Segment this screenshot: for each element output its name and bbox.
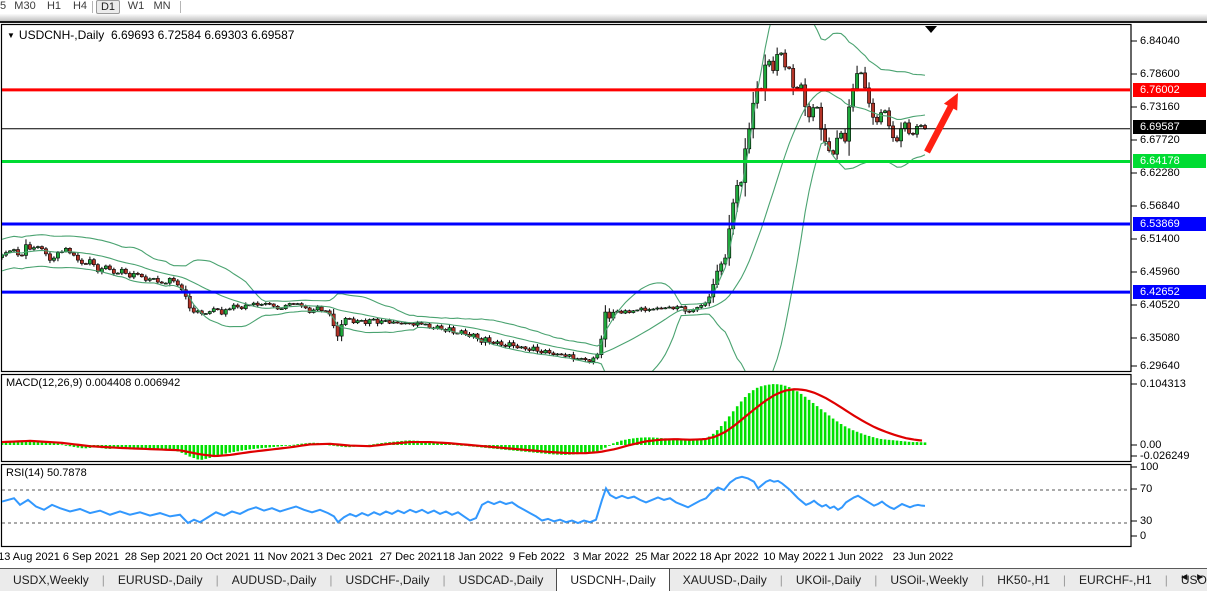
chart-tab-usoilh1[interactable]: USOil-,H1 bbox=[1180, 573, 1207, 587]
price-axis-tick: 6.29640 bbox=[1140, 360, 1180, 372]
chart-symbol-label: USDCNH-,Daily bbox=[18, 28, 105, 42]
date-axis-label: 18 Apr 2022 bbox=[699, 551, 759, 563]
price-axis-tick: 6.51400 bbox=[1140, 233, 1180, 245]
rsi-axis-tick: 100 bbox=[1140, 461, 1159, 473]
date-axis-label: 1 Jun 2022 bbox=[828, 551, 884, 563]
chart-tab-usdcnhdaily[interactable]: USDCNH-,Daily bbox=[556, 568, 670, 591]
chart-tab-usdchfdaily[interactable]: USDCHF-,Daily bbox=[345, 573, 430, 587]
tab-separator: | bbox=[1164, 573, 1168, 587]
rsi-indicator-label: RSI(14) 50.7878 bbox=[6, 467, 87, 479]
chart-tab-eurusddaily[interactable]: EURUSD-,Daily bbox=[117, 573, 203, 587]
tab-scroll-buttons: ◄ ► bbox=[1179, 572, 1205, 583]
price-axis-tick: 6.67720 bbox=[1140, 134, 1180, 146]
date-axis-label: 3 Mar 2022 bbox=[573, 551, 629, 563]
date-axis-label: 20 Oct 2021 bbox=[190, 551, 250, 563]
chart-tab-usdcaddaily[interactable]: USDCAD-,Daily bbox=[458, 573, 544, 587]
macd-axis-tick: 0.00 bbox=[1140, 439, 1162, 451]
price-axis-tick: 6.84040 bbox=[1140, 35, 1180, 47]
chart-tab-xauusddaily[interactable]: XAUUSD-,Daily bbox=[682, 573, 767, 587]
date-axis-label: 18 Jan 2022 bbox=[442, 551, 504, 563]
price-axis-tick: 6.40520 bbox=[1140, 299, 1180, 311]
tab-separator: | bbox=[779, 573, 783, 587]
rsi-axis-tick: 30 bbox=[1140, 515, 1153, 527]
chart-tab-usoilweekly[interactable]: USOil-,Weekly bbox=[890, 573, 969, 587]
date-axis-label: 23 Jun 2022 bbox=[892, 551, 954, 563]
main-panel-frame bbox=[0, 23, 1132, 373]
price-axis-tick: 6.62280 bbox=[1140, 167, 1180, 179]
date-axis-label: 28 Sep 2021 bbox=[124, 551, 188, 563]
date-axis-label: 27 Dec 2021 bbox=[379, 551, 443, 563]
chart-dropdown-icon[interactable]: ▼ bbox=[7, 31, 15, 40]
tab-separator: | bbox=[1062, 573, 1067, 587]
chart-tab-ukoildaily[interactable]: UKOil-,Daily bbox=[795, 573, 862, 587]
chart-ohlc-values: 6.69693 6.72584 6.69303 6.69587 bbox=[110, 28, 295, 42]
price-axis-tick: 6.73160 bbox=[1140, 101, 1180, 113]
date-axis-label: 3 Dec 2021 bbox=[316, 551, 374, 563]
date-axis[interactable]: 13 Aug 2021 6 Sep 2021 28 Sep 2021 20 Oct 2… bbox=[0, 548, 1131, 568]
toolbar-separator bbox=[92, 1, 93, 13]
timeframe-button-h4[interactable]: H4 bbox=[72, 0, 88, 12]
timeframe-button-w1[interactable]: W1 bbox=[127, 0, 145, 12]
rsi-axis-tick: 0 bbox=[1140, 530, 1147, 542]
price-axis-badge: 6.69587 bbox=[1133, 120, 1206, 134]
tab-separator: | bbox=[215, 573, 219, 587]
date-axis-label: 13 Aug 2021 bbox=[0, 551, 60, 563]
price-axis-tick: 6.35080 bbox=[1140, 332, 1180, 344]
main-chart-plot[interactable] bbox=[0, 0, 1131, 388]
chart-tab-audusddaily[interactable]: AUDUSD-,Daily bbox=[231, 573, 317, 587]
rsi-panel-frame bbox=[0, 463, 1132, 548]
tab-separator: | bbox=[874, 573, 878, 587]
price-axis-tick: 6.56840 bbox=[1140, 200, 1180, 212]
date-axis-label: 10 May 2022 bbox=[763, 551, 827, 563]
chart-tab-bar: USDX,Weekly | EURUSD-,Daily | AUDUSD-,Daily |… bbox=[0, 568, 1207, 591]
timeframe-button-h1[interactable]: H1 bbox=[46, 0, 62, 12]
date-axis-label: 25 Mar 2022 bbox=[635, 551, 697, 563]
rsi-line bbox=[1, 475, 926, 525]
timeframe-button-5[interactable]: 5 bbox=[0, 0, 7, 12]
chart-tab-eurchfh1[interactable]: EURCHF-,H1 bbox=[1079, 573, 1152, 587]
timeframe-button-m30[interactable]: M30 bbox=[14, 0, 36, 12]
chart-tab-usdxweekly[interactable]: USDX,Weekly bbox=[13, 573, 89, 587]
tabs-scroll-left-icon[interactable]: ◄ bbox=[1179, 572, 1190, 583]
macd-axis-tick: -0.026249 bbox=[1140, 450, 1190, 462]
chart-tab-hk50h1[interactable]: HK50-,H1 bbox=[997, 573, 1050, 587]
macd-indicator-label: MACD(12,26,9) 0.004408 0.006942 bbox=[6, 377, 181, 389]
bollinger-lower-band bbox=[2, 141, 926, 371]
tab-separator: | bbox=[101, 573, 105, 587]
toolbar-separator bbox=[180, 1, 181, 13]
price-axis-badge: 6.76002 bbox=[1133, 83, 1206, 97]
price-axis-badge: 6.64178 bbox=[1133, 154, 1206, 168]
series-end-marker-icon bbox=[925, 26, 937, 33]
chart-top-scrollbar[interactable] bbox=[0, 14, 1207, 23]
price-axis-badge: 6.53869 bbox=[1133, 217, 1206, 231]
chart-title: ▼ USDCNH-,Daily 6.69693 6.72584 6.69303 6… bbox=[7, 28, 294, 42]
macd-plot[interactable] bbox=[1, 384, 927, 460]
price-axis-badge: 6.42652 bbox=[1133, 285, 1206, 299]
bollinger-upper-band bbox=[2, 25, 926, 347]
timeframe-button-d1[interactable]: D1 bbox=[96, 0, 120, 14]
tab-separator: | bbox=[981, 573, 985, 587]
date-axis-label: 6 Sep 2021 bbox=[62, 551, 120, 563]
price-axis-tick: 6.78600 bbox=[1140, 68, 1180, 80]
rsi-axis-tick: 70 bbox=[1140, 483, 1153, 495]
tab-separator: | bbox=[442, 573, 446, 587]
arrow-annotation-head[interactable] bbox=[943, 93, 958, 111]
bollinger-middle-band bbox=[2, 90, 926, 355]
price-axis[interactable]: 6.84040 6.78600 6.73160 6.67720 6.62280 6.568… bbox=[1133, 24, 1207, 548]
date-axis-label: 11 Nov 2021 bbox=[253, 551, 315, 563]
macd-signal-line bbox=[2, 388, 923, 458]
timeframe-toolbar: 5 M30 H1 H4 D1 W1 MN bbox=[0, 0, 1207, 14]
tabs-scroll-right-icon[interactable]: ► bbox=[1195, 572, 1205, 583]
macd-panel-frame bbox=[0, 373, 1132, 463]
arrow-annotation-shaft[interactable] bbox=[924, 102, 956, 154]
timeframe-button-mn[interactable]: MN bbox=[153, 0, 171, 12]
price-axis-tick: 6.45960 bbox=[1140, 266, 1180, 278]
date-axis-label: 9 Feb 2022 bbox=[509, 551, 565, 563]
tab-separator: | bbox=[329, 573, 333, 587]
macd-axis-tick: 0.104313 bbox=[1140, 378, 1186, 390]
